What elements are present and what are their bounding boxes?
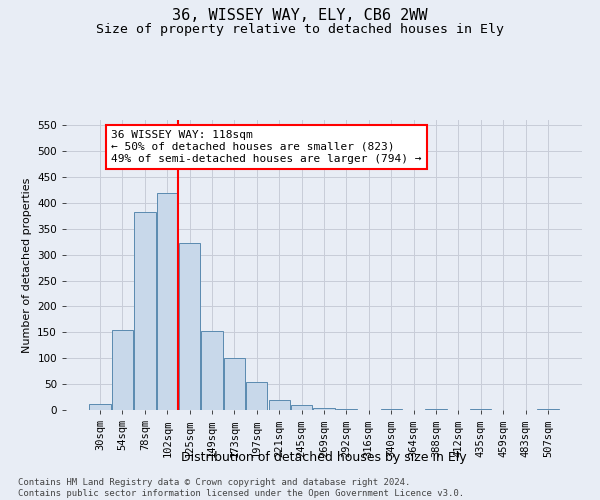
Bar (269, 400, 290, 410)
Bar (157, 192, 178, 410)
Bar (246, 382, 268, 410)
Text: Contains HM Land Registry data © Crown copyright and database right 2024.
Contai: Contains HM Land Registry data © Crown c… (18, 478, 464, 498)
Text: Size of property relative to detached houses in Ely: Size of property relative to detached ho… (96, 22, 504, 36)
Bar (537, 409, 559, 410)
Bar (470, 409, 491, 410)
Bar (291, 406, 312, 410)
Bar (89, 404, 111, 410)
Bar (380, 409, 402, 410)
Bar (112, 330, 133, 410)
Bar (313, 408, 335, 410)
Text: 36, WISSEY WAY, ELY, CB6 2WW: 36, WISSEY WAY, ELY, CB6 2WW (172, 8, 428, 22)
Text: Distribution of detached houses by size in Ely: Distribution of detached houses by size … (181, 451, 467, 464)
Bar (134, 212, 155, 410)
Y-axis label: Number of detached properties: Number of detached properties (22, 178, 32, 352)
Bar (179, 244, 200, 410)
Bar (224, 358, 245, 410)
Text: 36 WISSEY WAY: 118sqm
← 50% of detached houses are smaller (823)
49% of semi-det: 36 WISSEY WAY: 118sqm ← 50% of detached … (111, 130, 422, 164)
Bar (202, 332, 223, 410)
